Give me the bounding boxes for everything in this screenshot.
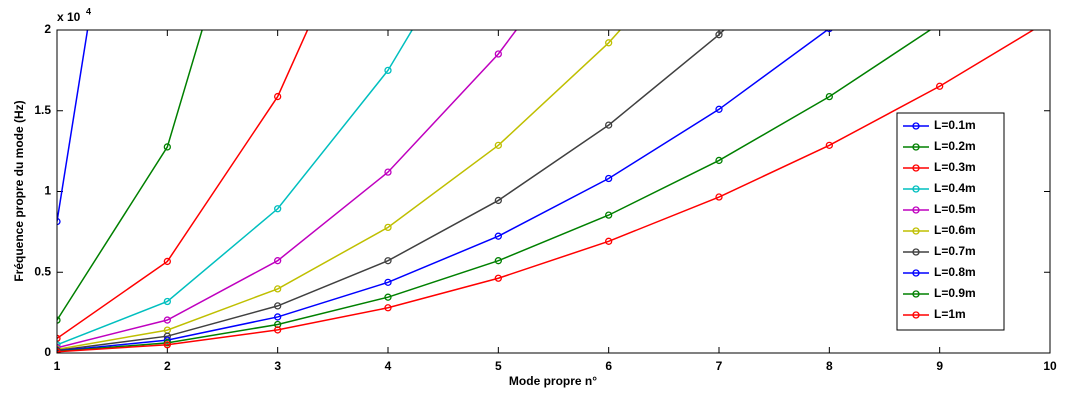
series-marker [274, 92, 282, 101]
series-marker [825, 141, 833, 149]
y-axis-label: Fréquence propre du mode (Hz) [12, 100, 26, 281]
series-line [57, 30, 622, 351]
legend-marker [912, 290, 920, 298]
x-tick-label: 9 [936, 359, 943, 373]
legend-marker [912, 311, 920, 319]
series-line [57, 30, 932, 353]
series-marker [274, 205, 282, 213]
series-marker [274, 285, 282, 293]
series-marker [937, 21, 943, 27]
y-tick-label: 0.5 [34, 264, 51, 278]
series-line [57, 30, 309, 340]
series-marker [384, 257, 392, 265]
y-tick-label: 0 [44, 345, 51, 359]
series-line [57, 30, 413, 346]
legend-label: L=0.9m [934, 286, 976, 300]
series-marker [384, 293, 392, 301]
series-marker [384, 278, 392, 286]
x-tick-label: 1 [54, 359, 61, 373]
x-tick-label: 6 [605, 359, 612, 373]
series-marker [57, 316, 61, 324]
series-marker [494, 257, 502, 265]
legend-marker [912, 164, 920, 172]
y-tick-label: 1.5 [34, 103, 51, 117]
plot-area [57, 30, 1050, 353]
legend-marker [912, 269, 920, 277]
series-marker [605, 121, 613, 129]
x-tick-label: 8 [826, 359, 833, 373]
legend-marker [912, 122, 920, 130]
series-marker [57, 341, 61, 349]
series-marker [163, 316, 171, 324]
series-marker [936, 82, 944, 90]
x-tick-label: 3 [274, 359, 281, 373]
legend-marker [912, 227, 920, 235]
series-marker [715, 105, 723, 113]
y-tick-label: 1 [44, 184, 51, 198]
series-marker [163, 297, 171, 306]
series-marker [274, 326, 282, 334]
series-marker [494, 232, 502, 240]
series-marker [384, 168, 392, 176]
y-scale-exponent: 4 [86, 6, 91, 16]
legend-marker [912, 206, 920, 214]
x-tick-label: 2 [164, 359, 171, 373]
legend-marker [912, 143, 920, 151]
series-marker [274, 257, 282, 265]
legend-label: L=1m [934, 307, 966, 321]
series-marker [57, 348, 61, 353]
x-axis-label: Mode propre n° [509, 374, 597, 388]
series-marker [163, 143, 171, 151]
x-tick-label: 4 [385, 359, 392, 373]
legend-label: L=0.6m [934, 223, 976, 237]
series-marker [715, 31, 723, 39]
legend-label: L=0.2m [934, 139, 976, 153]
y-tick-label: 2 [44, 22, 51, 36]
series-marker [825, 30, 833, 33]
x-tick-label: 5 [495, 359, 502, 373]
series-marker [605, 39, 613, 47]
series-line [57, 30, 518, 349]
series-line [57, 30, 89, 222]
axes-box [56, 29, 1051, 354]
legend-label: L=0.7m [934, 244, 976, 258]
series-marker [163, 341, 171, 349]
y-scale-base: x 10 [57, 10, 81, 24]
series-marker [715, 193, 723, 201]
series-marker [1047, 17, 1053, 23]
series-marker [715, 156, 723, 165]
series-line [57, 30, 203, 321]
x-tick-label: 10 [1043, 359, 1057, 373]
legend-label: L=0.3m [934, 160, 976, 174]
series-marker [274, 302, 282, 310]
legend-marker [912, 248, 920, 256]
series-marker [274, 313, 282, 321]
legend-label: L=0.4m [934, 181, 976, 195]
series-marker [57, 334, 61, 343]
series-marker [825, 92, 833, 101]
series-marker [494, 141, 502, 149]
series-marker [384, 66, 392, 75]
series-line [57, 30, 725, 352]
series-marker [494, 50, 502, 58]
legend-label: L=0.8m [934, 265, 976, 279]
series-marker [494, 274, 502, 282]
series-marker [384, 304, 392, 312]
legend-marker [912, 185, 920, 193]
legend-label: L=0.5m [934, 202, 976, 216]
series-marker [605, 237, 613, 245]
series-marker [494, 196, 502, 205]
series-marker [605, 211, 613, 219]
series-line [57, 30, 829, 352]
series-marker [163, 257, 171, 266]
series-marker [57, 217, 61, 226]
series-marker [384, 223, 392, 232]
series-line [57, 30, 1035, 353]
series-marker [605, 174, 613, 183]
plot-series [57, 17, 1053, 353]
x-tick-label: 7 [716, 359, 723, 373]
legend-label: L=0.1m [934, 118, 976, 132]
